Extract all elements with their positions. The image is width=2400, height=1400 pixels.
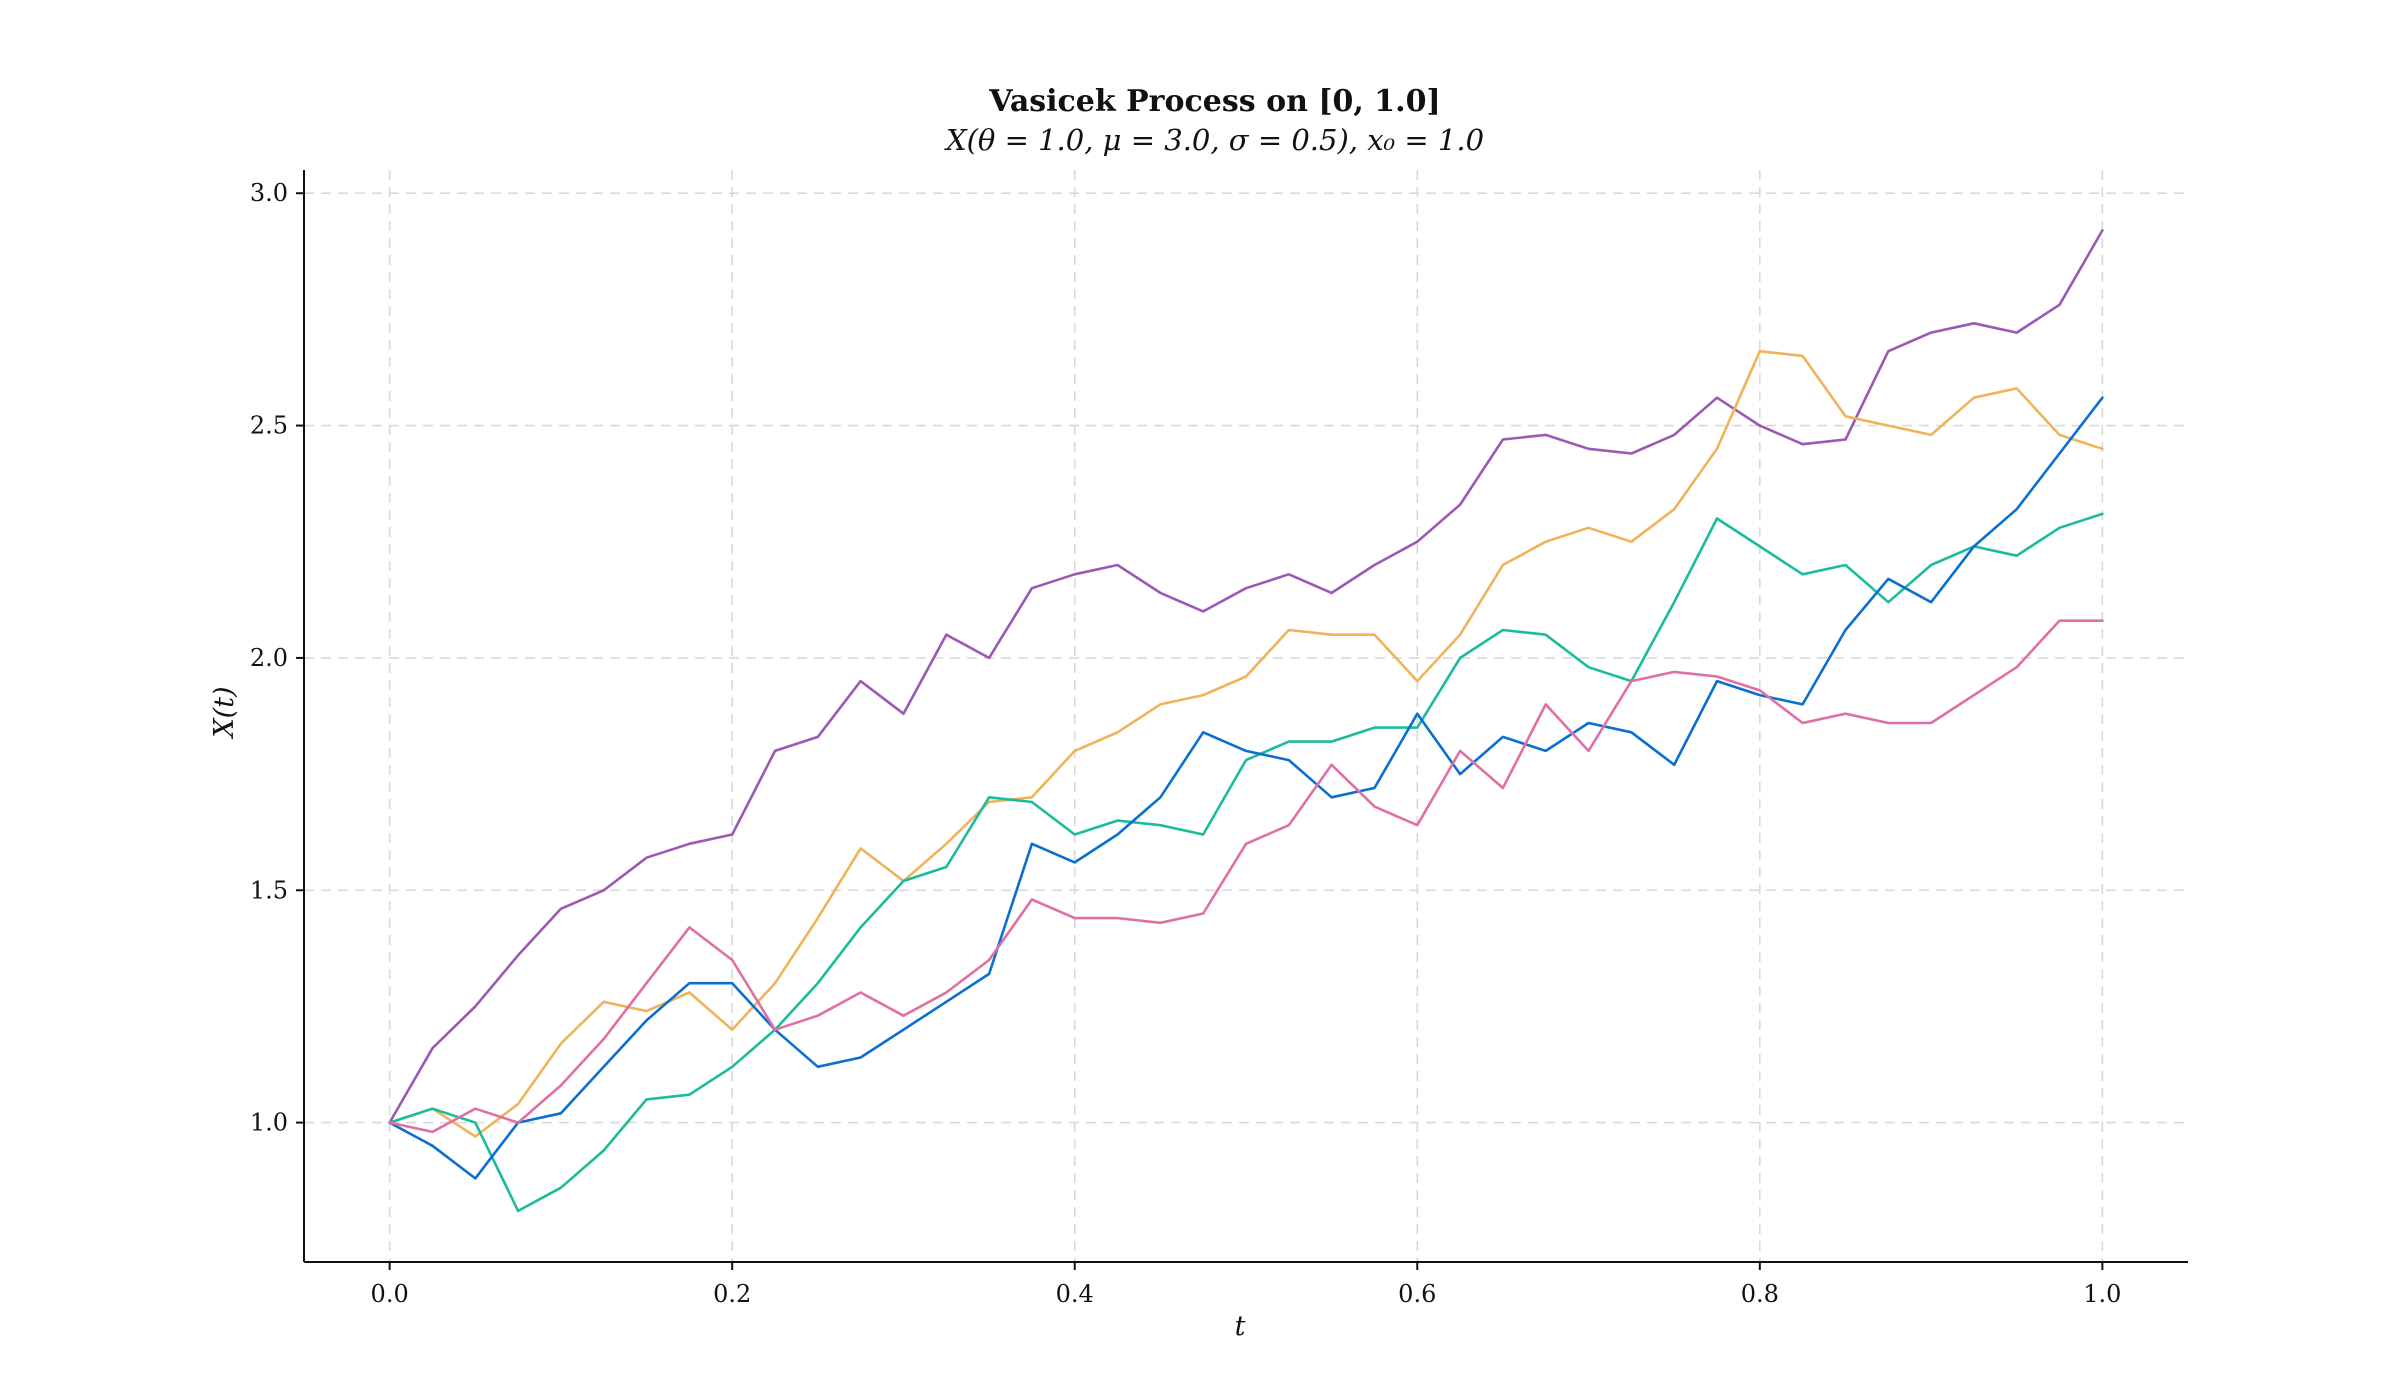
chart-title: Vasicek Process on [0, 1.0] [988,84,1440,119]
x-tick-label-0: 0.0 [371,1280,409,1308]
series-layer [388,229,2104,1213]
grid [304,170,2188,1262]
y-tick-label-0: 1.0 [250,1109,288,1137]
y-tick-label-4: 3.0 [250,179,288,207]
x-tick-label-1: 0.2 [713,1280,751,1308]
chart-subtitle: X(θ = 1.0, μ = 3.0, σ = 0.5), x₀ = 1.0 [944,123,1484,157]
series-line-0 [388,229,2104,1124]
x-tick-label-2: 0.4 [1056,1280,1094,1308]
series-line-4 [388,619,2104,1134]
y-tick-label-2: 2.0 [250,644,288,672]
series-line-1 [388,349,2104,1138]
series-line-3 [388,396,2104,1180]
y-tick-label-3: 2.5 [250,412,288,440]
x-tick-label-3: 0.6 [1398,1280,1436,1308]
tick-labels: 0.0 0.2 0.4 0.6 0.8 1.0 1.0 1.5 2.0 2.5 3.0 [250,179,2122,1308]
y-tick-label-1: 1.5 [250,876,288,904]
series-line-2 [388,512,2104,1213]
y-axis-label: X(t) [209,686,240,739]
x-tick-label-5: 1.0 [2083,1280,2121,1308]
axes [303,170,2188,1263]
x-axis-label: t [1235,1311,1246,1342]
x-tick-label-4: 0.8 [1741,1280,1779,1308]
